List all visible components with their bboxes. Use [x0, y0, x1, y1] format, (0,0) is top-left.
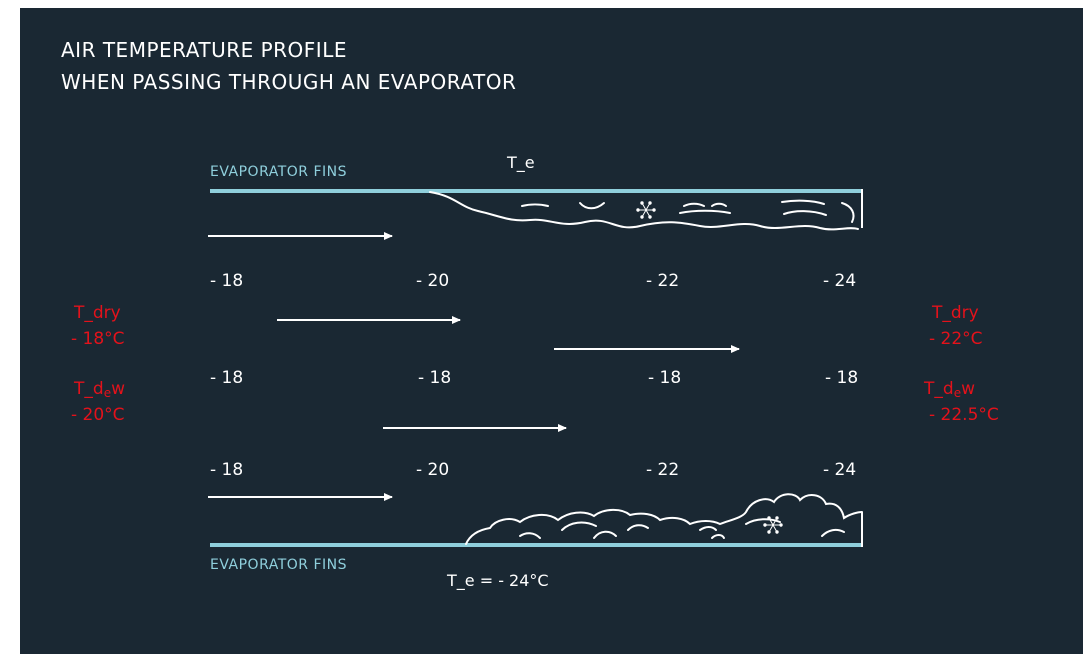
- top-te-label: T_e: [507, 153, 535, 172]
- middle-temp-2: - 18: [418, 368, 452, 388]
- lower-temp-2: - 20: [416, 460, 450, 480]
- inlet-dew-label: T_dew: [74, 379, 125, 400]
- inlet-dry-value: - 18°C: [71, 329, 125, 349]
- top-frost-layer: [429, 191, 859, 231]
- inlet-dry-label: T_dry: [74, 303, 121, 323]
- bottom-frost-layer: [465, 493, 863, 545]
- inlet-dew-value: - 20°C: [71, 405, 125, 425]
- diagram-title: AIR TEMPERATURE PROFILE WHEN PASSING THR…: [61, 34, 516, 98]
- snowflake-icon: [636, 201, 656, 219]
- outlet-dry-label: T_dry: [932, 303, 979, 323]
- upper-temp-4: - 24: [823, 271, 857, 291]
- upper-temp-2: - 20: [416, 271, 450, 291]
- middle-temp-4: - 18: [825, 368, 859, 388]
- title-line-1: AIR TEMPERATURE PROFILE: [61, 38, 347, 62]
- airflow-arrows: [208, 232, 740, 501]
- outlet-dew-value: - 22.5°C: [929, 405, 999, 425]
- bottom-fins-label: EVAPORATOR FINS: [210, 557, 348, 573]
- upper-temp-1: - 18: [210, 271, 244, 291]
- lower-temp-4: - 24: [823, 460, 857, 480]
- outlet-dew-label: T_dew: [924, 379, 975, 400]
- lower-temp-1: - 18: [210, 460, 244, 480]
- middle-temp-3: - 18: [648, 368, 682, 388]
- title-line-2: WHEN PASSING THROUGH AN EVAPORATOR: [61, 70, 517, 94]
- snowflake-icon: [763, 516, 783, 534]
- outlet-dry-value: - 22°C: [929, 329, 983, 349]
- upper-temp-3: - 22: [646, 271, 680, 291]
- lower-temp-3: - 22: [646, 460, 680, 480]
- top-fins-label: EVAPORATOR FINS: [210, 164, 348, 180]
- bottom-te-label: T_e = - 24°C: [447, 571, 549, 590]
- middle-temp-1: - 18: [210, 368, 244, 388]
